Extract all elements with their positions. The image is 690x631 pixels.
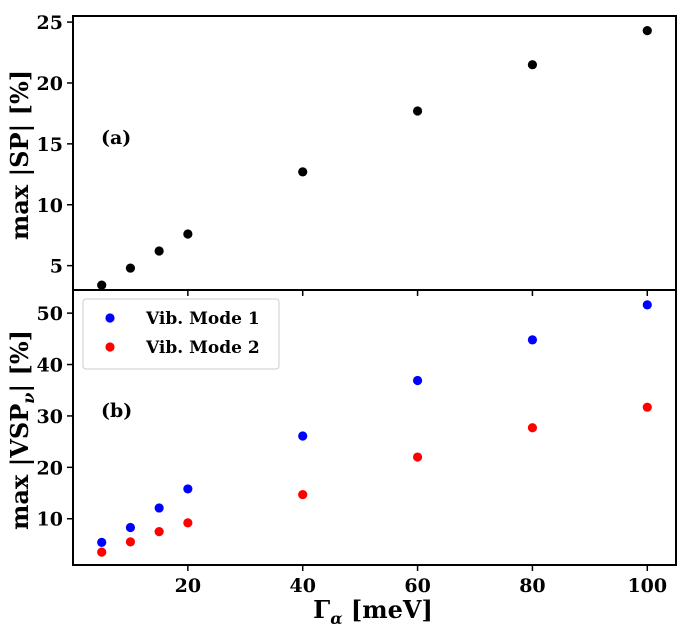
data-point-a-s1 — [125, 263, 136, 273]
y-tick-label-a: 10 — [37, 195, 63, 217]
data-point-b-s2 — [642, 402, 652, 412]
y-tick-label-b: 40 — [37, 355, 63, 377]
y-axis-title-vsp: max |VSPν| [%] — [5, 330, 38, 530]
data-point-a-s1 — [97, 280, 107, 290]
data-point-b-s2 — [97, 547, 107, 557]
x-tick-label: 100 — [627, 575, 667, 597]
panel-label-b: (b) — [101, 400, 132, 422]
y-tick-label-a: 25 — [37, 12, 63, 34]
data-point-b-s1 — [642, 300, 652, 310]
legend-label-2: Vib. Mode 2 — [145, 338, 260, 358]
data-point-b-s1 — [412, 375, 423, 386]
y-tick-label-b: 50 — [37, 303, 63, 325]
data-point-b-s1 — [527, 335, 538, 345]
legend-label-1: Vib. Mode 1 — [145, 309, 260, 329]
data-point-a-s1 — [183, 229, 193, 239]
y-axis-title-sp: max |SP| [%] — [5, 70, 34, 240]
y-tick-label-a: 5 — [50, 256, 63, 278]
legend-marker-2 — [105, 342, 115, 352]
data-point-b-s2 — [154, 526, 164, 537]
panel-b: 10 20 30 40 50 20 40 60 80 100 (b) Vib. Mode 1 Vib. … — [37, 289, 677, 597]
data-point-a-s1 — [527, 60, 538, 70]
x-tick-label: 20 — [175, 575, 201, 597]
data-point-b-s1 — [298, 431, 308, 441]
y-tick-label-b: 30 — [37, 406, 63, 428]
data-point-b-s2 — [527, 423, 538, 433]
x-tick-label: 40 — [289, 575, 315, 597]
y-tick-label-b: 20 — [37, 457, 63, 479]
x-tick-label: 80 — [519, 575, 545, 597]
data-point-b-s2 — [183, 518, 193, 528]
x-axis-title: Γα [meV] — [313, 595, 433, 628]
data-point-b-s2 — [298, 489, 308, 500]
plot-frame-b — [72, 289, 677, 566]
y-tick-label-b: 10 — [37, 509, 63, 531]
data-point-b-s1 — [183, 484, 193, 494]
y-tick-label-a: 20 — [37, 73, 63, 95]
panel-label-a: (a) — [101, 127, 131, 149]
x-tick-label: 60 — [404, 575, 430, 597]
data-point-a-s1 — [642, 26, 652, 36]
data-point-a-s1 — [412, 106, 423, 116]
data-point-b-s1 — [125, 522, 136, 533]
legend-marker-1 — [105, 313, 115, 323]
data-point-b-s1 — [97, 537, 107, 547]
data-point-a-s1 — [298, 167, 308, 177]
plot-frame-a — [72, 15, 677, 291]
data-point-a-s1 — [154, 246, 164, 256]
y-tick-label-a: 15 — [37, 134, 63, 156]
data-point-b-s1 — [154, 503, 164, 513]
panel-a: 5 10 15 20 25 (a) — [37, 12, 677, 296]
legend-box — [82, 298, 280, 370]
data-point-b-s2 — [125, 537, 136, 547]
data-point-b-s2 — [412, 452, 423, 462]
